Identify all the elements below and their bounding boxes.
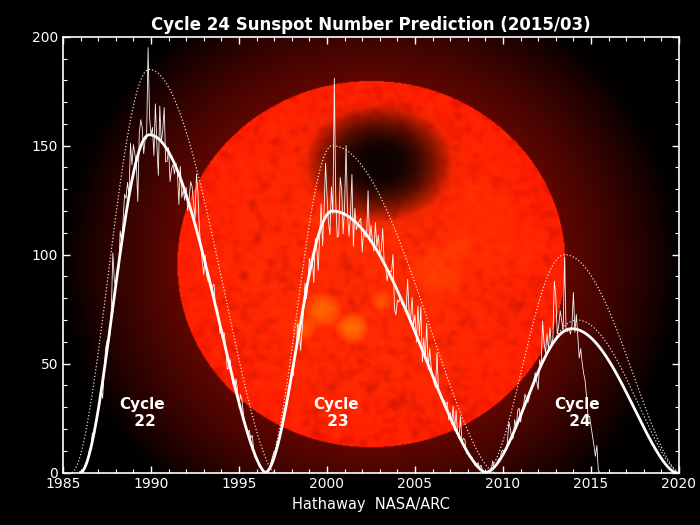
Title: Cycle 24 Sunspot Number Prediction (2015/03): Cycle 24 Sunspot Number Prediction (2015… [151, 16, 591, 34]
X-axis label: Hathaway  NASA/ARC: Hathaway NASA/ARC [292, 497, 450, 512]
Text: Cycle
 22: Cycle 22 [120, 396, 165, 429]
Text: Cycle
 23: Cycle 23 [313, 396, 358, 429]
Text: Cycle
 24: Cycle 24 [554, 396, 600, 429]
